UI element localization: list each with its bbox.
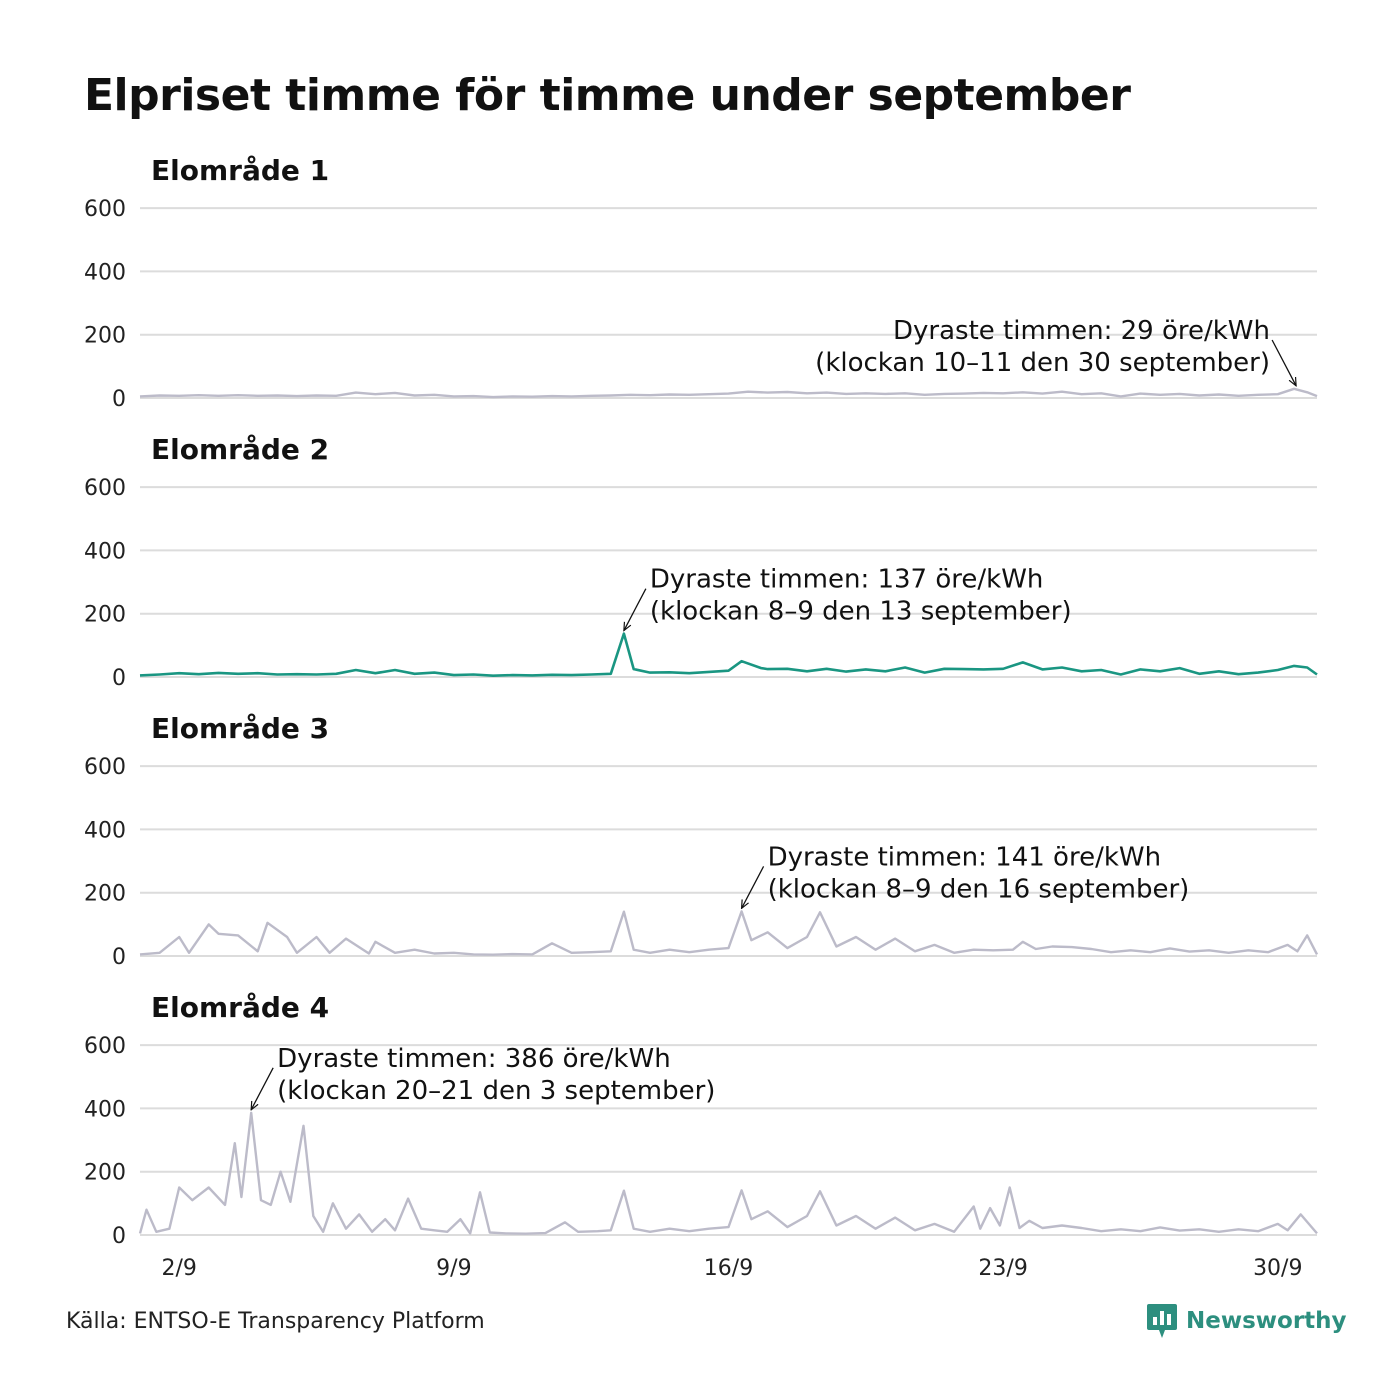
annotation-arrow [1271,339,1296,386]
panel-3: Elområde 3 0 200 400 600 Dyraste timmen: 141 … [84,712,1319,970]
y-tick-label: 400 [84,539,126,564]
series-line-1 [139,387,1318,399]
annotation-line-1: Dyraste timmen: 29 öre/kWh [893,316,1270,346]
y-tick-label: 0 [112,945,126,970]
x-tick-label: 30/9 [1253,1256,1302,1281]
x-tick-label: 23/9 [978,1256,1027,1281]
y-tick-label: 200 [84,1161,126,1186]
y-tick-label: 200 [84,882,126,907]
y-tick-label: 600 [84,1034,126,1059]
y-tick-label: 400 [84,260,126,285]
panel-4: Elområde 4 0 200 400 600 Dyraste timmen: 386 … [84,991,1318,1249]
y-tick-label: 600 [84,755,126,780]
panel-2: Elområde 2 0 200 400 600 Dyraste timmen: 137 … [84,433,1318,691]
newsworthy-logo-icon [1147,1304,1177,1338]
y-tick-label: 600 [84,476,126,501]
annotation-line-1: Dyraste timmen: 386 öre/kWh [277,1044,671,1074]
annotation-line-2: (klockan 10–11 den 30 september) [815,348,1270,378]
y-tick-label: 400 [84,1097,126,1122]
annotation-line-1: Dyraste timmen: 141 öre/kWh [768,842,1162,872]
x-tick-label: 2/9 [162,1256,197,1281]
panel-1: Elområde 1 0 200 400 600 Dyraste timmen: 29 ö… [84,154,1318,412]
y-tick-label: 400 [84,818,126,843]
y-tick-label: 600 [84,197,126,222]
source-note: Källa: ENTSO-E Transparency Platform [66,1309,485,1334]
panel-title: Elområde 4 [151,991,329,1024]
annotation-line-2: (klockan 20–21 den 3 september) [277,1076,715,1106]
newsworthy-logo-text: Newsworthy [1186,1308,1347,1334]
annotation-line-1: Dyraste timmen: 137 öre/kWh [650,565,1044,595]
y-tick-label: 200 [84,603,126,628]
annotation-arrow [742,866,765,908]
x-tick-label: 16/9 [704,1256,753,1281]
chart-title: Elpriset timme för timme under september [84,70,1131,121]
series-line-2 [139,632,1318,677]
y-tick-label: 0 [112,1224,126,1249]
panel-title: Elområde 1 [151,154,329,187]
series-line-4 [138,1111,1318,1235]
y-tick-label: 200 [84,324,126,349]
annotation-line-2: (klockan 8–9 den 13 september) [650,597,1072,627]
newsworthy-logo: Newsworthy [1146,1302,1347,1340]
y-tick-label: 0 [112,387,126,412]
x-tick-label: 9/9 [436,1256,471,1281]
panel-title: Elområde 3 [151,712,329,745]
panel-title: Elområde 2 [151,433,329,466]
y-tick-label: 0 [112,666,126,691]
annotation-line-2: (klockan 8–9 den 16 september) [768,874,1190,904]
annotation-arrow [251,1067,274,1110]
series-line-3 [139,910,1319,956]
annotation-arrow [624,588,647,631]
small-multiples-chart: Elområde 1 0 200 400 600 Dyraste timmen: 29 ö… [84,154,1319,1281]
